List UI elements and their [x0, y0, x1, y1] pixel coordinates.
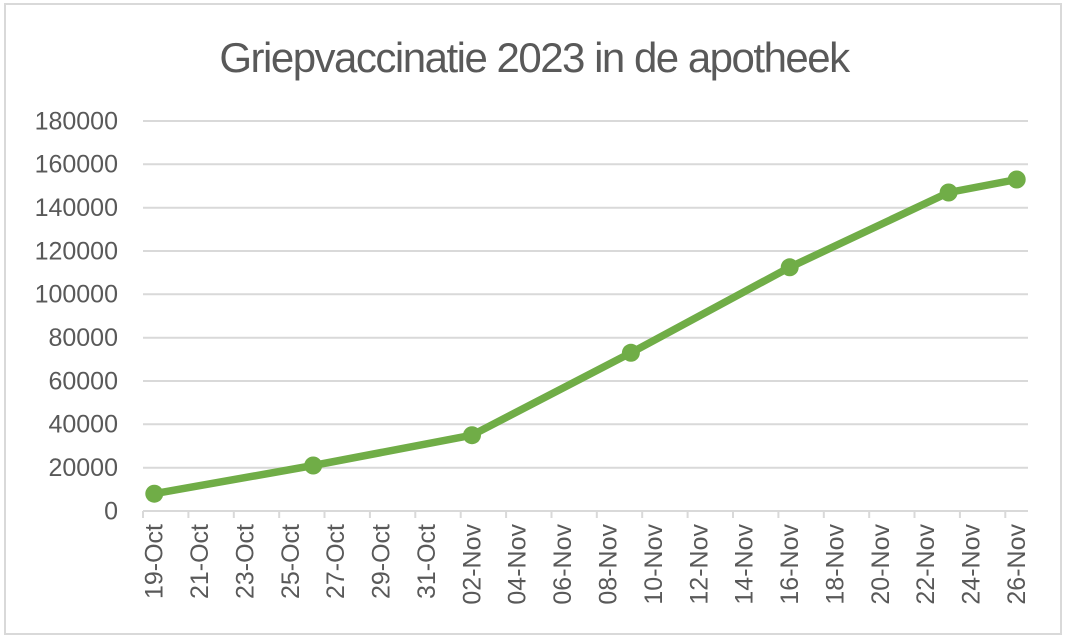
y-axis-tick-label: 180000	[35, 107, 118, 135]
x-axis-tick-label: 14-Nov	[731, 524, 759, 605]
y-axis: 0 20000 40000 60000 80000 100000 120000 140000 1…	[35, 107, 118, 525]
data-series	[145, 170, 1026, 503]
data-point-marker	[621, 343, 640, 362]
x-axis-tick-label: 16-Nov	[776, 524, 804, 605]
x-axis-tick-label: 18-Nov	[821, 524, 849, 605]
gridlines	[143, 120, 1028, 469]
x-axis-tick-label: 29-Oct	[368, 524, 396, 599]
data-point-marker	[780, 258, 799, 277]
y-axis-tick-label: 0	[104, 497, 118, 525]
x-axis: 19-Oct 21-Oct 23-Oct 25-Oct 27-Oct 29-Oct 31-O…	[141, 510, 1031, 605]
data-point-marker	[939, 183, 958, 202]
x-axis-tick-label: 02-Nov	[458, 524, 486, 605]
y-axis-tick-label: 100000	[35, 281, 118, 309]
x-axis-tick-label: 12-Nov	[685, 524, 713, 605]
x-axis-tick-label: 26-Nov	[1003, 524, 1031, 605]
x-axis-tick-label: 06-Nov	[549, 524, 577, 605]
y-axis-tick-label: 160000	[35, 151, 118, 179]
x-axis-tick-label: 04-Nov	[504, 524, 532, 605]
data-point-marker	[1007, 170, 1026, 189]
x-axis-tick-label: 10-Nov	[640, 524, 668, 605]
data-point-marker	[145, 484, 164, 503]
x-axis-tick-label: 08-Nov	[594, 524, 622, 605]
data-point-marker	[463, 426, 481, 445]
y-axis-tick-label: 140000	[35, 194, 118, 222]
x-axis-tick-label: 19-Oct	[141, 524, 169, 599]
y-axis-tick-label: 60000	[48, 367, 118, 395]
y-axis-tick-label: 40000	[48, 411, 118, 439]
series-line	[150, 175, 1021, 498]
x-axis-tick-label: 31-Oct	[413, 524, 441, 599]
x-axis-tick-label: 22-Nov	[912, 524, 940, 605]
x-axis-tick-label: 24-Nov	[958, 524, 986, 605]
y-axis-tick-label: 120000	[35, 237, 118, 265]
x-axis-tick-label: 23-Oct	[231, 524, 259, 599]
chart-title: Griepvaccinatie 2023 in de apotheek	[219, 34, 851, 81]
chart-frame-border	[4, 3, 1062, 635]
x-axis-tick-label: 25-Oct	[277, 524, 305, 599]
x-axis-tick-label: 27-Oct	[322, 524, 350, 599]
y-axis-tick-label: 80000	[48, 324, 118, 352]
x-axis-tick-label: 21-Oct	[186, 524, 214, 599]
data-point-marker	[304, 456, 323, 475]
y-axis-tick-label: 20000	[48, 454, 118, 482]
x-axis-tick-label: 20-Nov	[867, 524, 895, 605]
